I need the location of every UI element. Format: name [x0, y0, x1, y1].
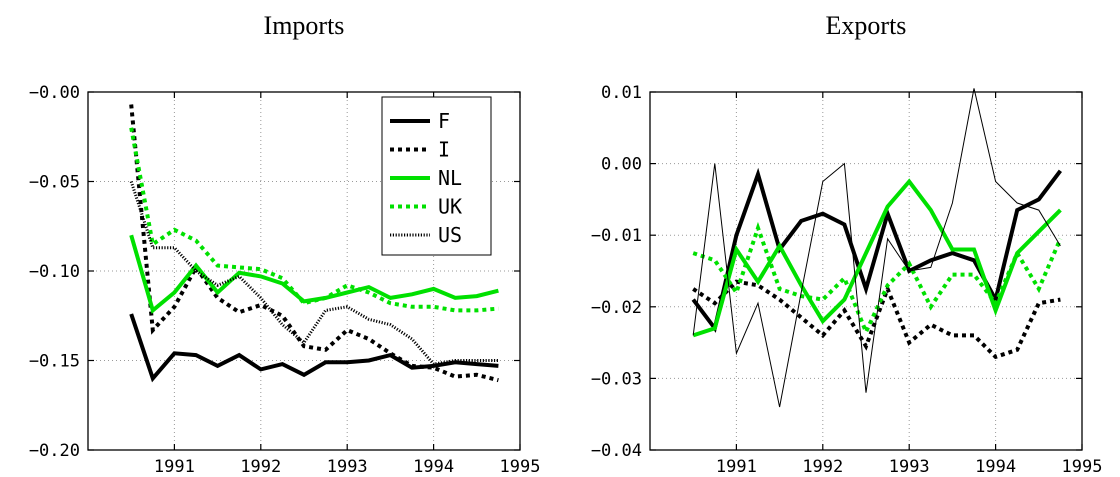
- imports-panel: Imports 1991 1992 1993 1994 1995 −0.00 −0.05 −0.…: [29, 11, 541, 477]
- y-tick-label: −0.20: [29, 441, 80, 461]
- x-tick-label: 1993: [327, 457, 368, 477]
- series-line-us: [692, 88, 1061, 408]
- legend-label-nl: NL: [438, 166, 462, 190]
- x-tick-label: 1994: [975, 457, 1016, 477]
- x-tick-label: 1992: [240, 457, 281, 477]
- y-tick-label: −0.05: [29, 173, 80, 193]
- x-tick-label: 1992: [802, 457, 843, 477]
- axes-frame: [649, 91, 1083, 451]
- legend-label-uk: UK: [438, 195, 462, 219]
- x-tick-label: 1991: [154, 457, 195, 477]
- y-tick-label: 0.00: [601, 155, 642, 175]
- y-tick-label: −0.03: [591, 369, 642, 389]
- y-tick-label: −0.10: [29, 262, 80, 282]
- y-tick-label: −0.00: [29, 83, 80, 103]
- legend: FI NL UK US: [381, 96, 492, 256]
- series-line-nl: [692, 178, 1062, 338]
- series-line-uk: [129, 127, 499, 313]
- x-tick-label: 1994: [413, 457, 454, 477]
- series-line-f: [129, 313, 499, 383]
- y-tick-label: −0.01: [591, 226, 642, 246]
- x-tick-label: 1993: [889, 457, 930, 477]
- legend-label-i: I: [438, 138, 450, 162]
- y-tick-label: 0.01: [601, 83, 642, 103]
- legend-label-f: F: [438, 109, 450, 133]
- y-tick-label: −0.04: [591, 441, 642, 461]
- series-line-uk: [692, 221, 1063, 337]
- y-tick-label: −0.15: [29, 352, 80, 372]
- legend-label-us: US: [438, 223, 462, 247]
- x-tick-label: 1995: [500, 457, 541, 477]
- series-line-f: [691, 167, 1062, 333]
- series-line-i: [129, 104, 499, 383]
- chart-title: Imports: [264, 11, 345, 40]
- chart-title: Exports: [826, 11, 907, 40]
- series-line-us: [129, 181, 499, 366]
- x-tick-label: 1995: [1062, 457, 1103, 477]
- exports-panel: Exports 1991 1992 1993 1994 1995 0.01 0.00 −0.01…: [591, 11, 1103, 477]
- y-tick-label: −0.02: [591, 298, 642, 318]
- x-tick-label: 1991: [716, 457, 757, 477]
